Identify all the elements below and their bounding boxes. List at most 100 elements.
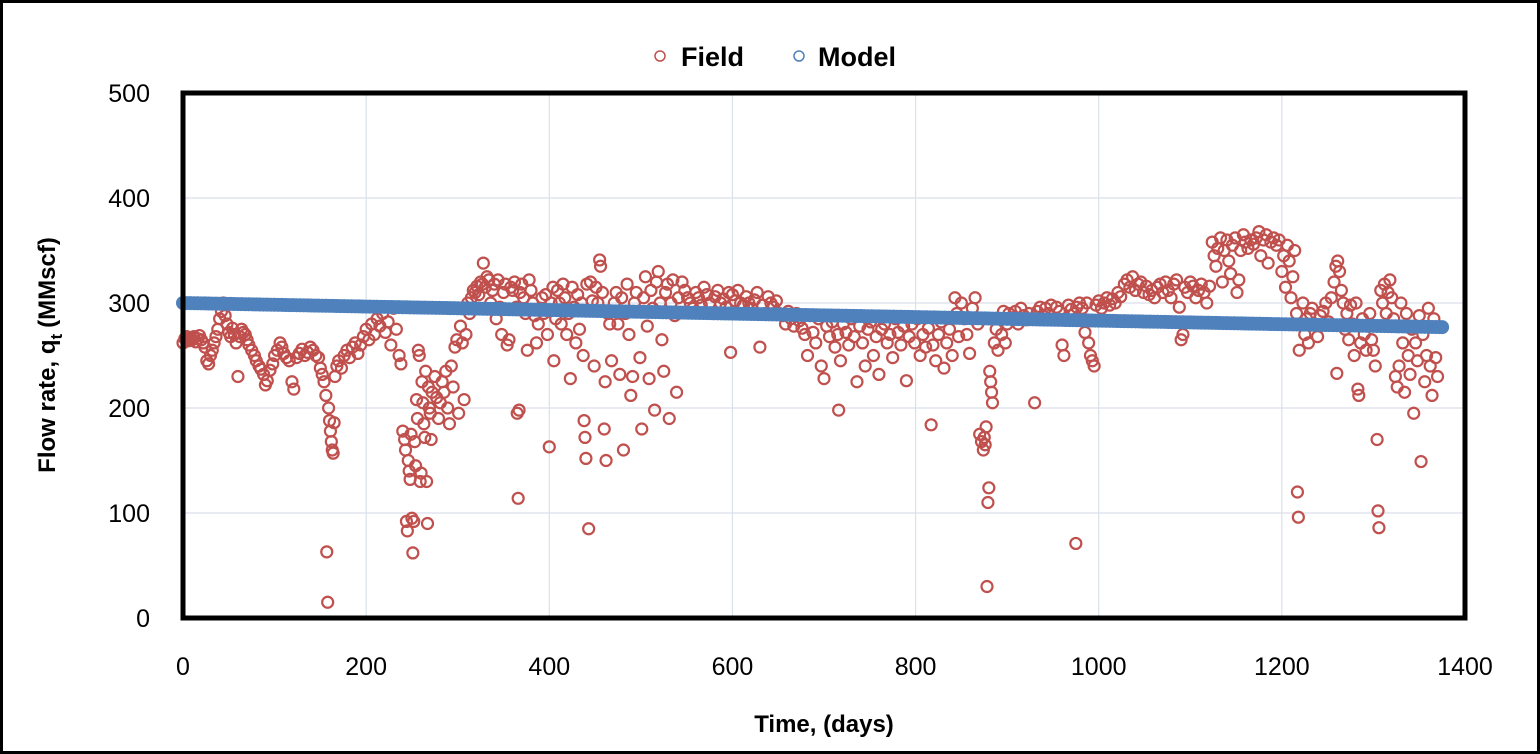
- plot-area-border: [180, 90, 1468, 621]
- field-data-point: [1200, 296, 1214, 310]
- field-data-point: [626, 369, 640, 384]
- field-data-point: [880, 336, 894, 350]
- x-axis-title: Time, (days): [754, 711, 894, 738]
- field-data-point: [753, 340, 767, 354]
- y-axis-title: Flow rate, qt (MMscf): [34, 237, 66, 473]
- field-data-point: [620, 277, 634, 291]
- field-data-point: [691, 291, 706, 305]
- field-data-point: [457, 393, 471, 407]
- field-data-point: [1301, 336, 1316, 350]
- field-data-point: [531, 317, 545, 331]
- y-tick-label: 500: [108, 80, 150, 108]
- field-data-point: [275, 340, 289, 354]
- y-tick-label: 200: [108, 395, 150, 423]
- field-data-point: [611, 317, 625, 331]
- legend-model-label: Model: [818, 42, 896, 72]
- field-data-point: [595, 285, 609, 300]
- field-data-point: [1282, 254, 1296, 268]
- field-series: [176, 225, 1445, 609]
- field-data-point: [622, 327, 636, 342]
- field-data-point: [326, 446, 340, 460]
- field-data-point: [833, 354, 848, 368]
- x-tick-label: 600: [712, 653, 754, 681]
- field-data-point: [334, 361, 349, 375]
- model-series: [176, 296, 1450, 335]
- y-tick-label: 100: [108, 500, 150, 528]
- field-data-point: [236, 325, 251, 339]
- field-data-point: [769, 294, 783, 308]
- field-data-point: [351, 346, 365, 360]
- field-data-point: [1169, 273, 1184, 287]
- field-data-point: [409, 393, 424, 407]
- field-data-point: [319, 388, 333, 402]
- field-data-point: [795, 321, 809, 335]
- field-data-point: [1403, 367, 1417, 381]
- field-data-point: [431, 411, 446, 426]
- field-data-point: [945, 348, 959, 363]
- field-data-point: [394, 357, 408, 371]
- field-data-point: [424, 432, 438, 447]
- field-data-point: [613, 367, 627, 381]
- field-data-point: [603, 317, 617, 331]
- field-data-point: [1421, 301, 1435, 315]
- field-data-point: [593, 259, 608, 273]
- field-data-point: [231, 369, 245, 384]
- field-data-point: [1222, 254, 1236, 268]
- field-data-point: [1291, 510, 1305, 524]
- field-data-point: [576, 348, 590, 363]
- field-data-point: [1397, 385, 1412, 399]
- field-data-point: [798, 327, 812, 342]
- field-data-point: [919, 340, 933, 354]
- field-data-point: [655, 333, 669, 347]
- field-data-point: [1418, 375, 1432, 389]
- x-tick-label: 1200: [1254, 653, 1310, 681]
- field-data-point: [418, 430, 432, 444]
- field-data-point: [899, 374, 914, 388]
- x-tick-label: 200: [345, 653, 387, 681]
- x-tick-label: 1400: [1437, 653, 1493, 681]
- field-data-point: [1392, 359, 1406, 373]
- field-data-point: [512, 403, 526, 417]
- field-data-point: [579, 451, 593, 465]
- field-data-point: [1316, 304, 1330, 318]
- field-data-point: [419, 474, 434, 489]
- field-data-point: [441, 401, 455, 415]
- field-data-point: [1327, 275, 1341, 289]
- field-data-point: [1292, 343, 1306, 357]
- field-data-point: [404, 427, 418, 441]
- field-data-point: [389, 322, 403, 336]
- field-data-point: [960, 327, 974, 342]
- field-data-point: [563, 372, 577, 386]
- field-data-point: [991, 343, 1005, 357]
- field-data-point: [476, 256, 490, 270]
- field-data-point: [1324, 291, 1338, 305]
- field-data-point: [931, 327, 946, 342]
- field-data-point: [1232, 273, 1246, 287]
- field-data-point: [396, 424, 410, 438]
- field-data-point: [1202, 279, 1217, 293]
- field-data-point: [1366, 343, 1381, 357]
- field-data-point: [1359, 343, 1373, 357]
- field-data-point: [554, 317, 568, 331]
- field-data-point: [207, 336, 221, 350]
- field-data-point: [980, 579, 994, 594]
- field-data-point: [1082, 336, 1096, 350]
- y-tick-label: 300: [108, 290, 150, 318]
- field-data-point: [638, 270, 653, 284]
- field-data-point: [1394, 296, 1408, 310]
- field-data-point: [908, 336, 922, 350]
- field-data-point: [524, 283, 538, 297]
- field-data-point: [633, 351, 647, 365]
- x-tick-label: 400: [528, 653, 570, 681]
- field-data-point: [442, 417, 457, 431]
- field-data-point: [616, 443, 631, 457]
- field-data-point: [983, 364, 997, 378]
- field-data-point: [1172, 300, 1186, 314]
- field-data-point: [317, 375, 331, 389]
- field-data-point: [981, 495, 995, 510]
- field-data-point: [205, 343, 219, 357]
- field-data-point: [651, 264, 665, 279]
- field-data-point: [417, 417, 431, 431]
- field-data-point: [1275, 264, 1289, 279]
